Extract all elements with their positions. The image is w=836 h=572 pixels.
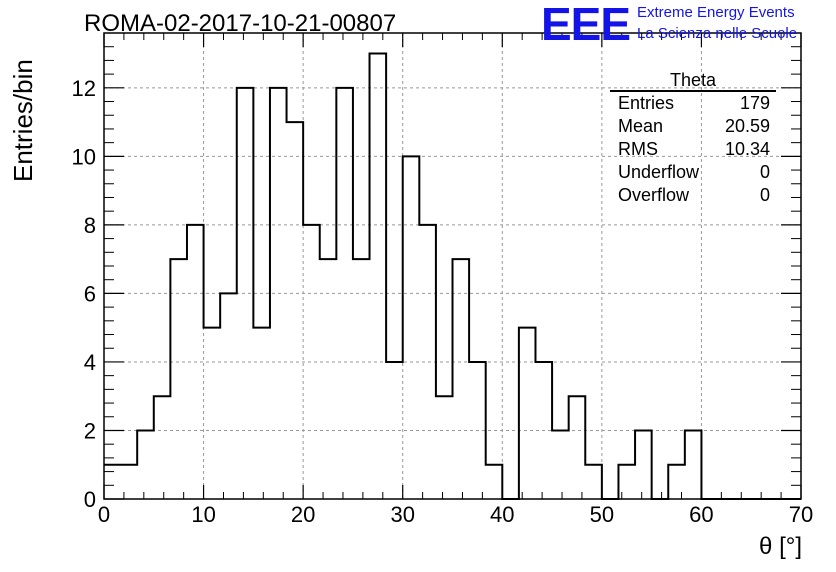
stats-label: Underflow <box>618 162 700 182</box>
stats-value: 0 <box>759 162 770 182</box>
stats-label: Overflow <box>618 185 690 205</box>
x-tick-label: 50 <box>590 502 614 527</box>
stats-row-overflow: Overflow 0 <box>610 184 776 207</box>
y-tick-label: 12 <box>72 76 96 101</box>
stats-label: Entries <box>618 93 675 113</box>
x-axis-label: θ [°] <box>759 533 802 560</box>
y-tick-label: 10 <box>72 144 96 169</box>
y-tick-label: 8 <box>84 213 96 238</box>
eee-logo: EEE <box>541 0 631 50</box>
brand-line-2: La Scienza nelle Scuole <box>637 25 798 42</box>
y-tick-label: 0 <box>84 487 96 512</box>
stats-value: 20.59 <box>724 116 770 136</box>
stats-row-underflow: Underflow 0 <box>610 161 776 184</box>
histogram-step-line <box>104 52 802 500</box>
y-axis-label: Entries/bin <box>8 59 38 182</box>
stats-label: RMS <box>618 139 658 159</box>
stats-row-mean: Mean 20.59 <box>610 115 776 138</box>
y-tick-labels: 0 2 4 6 8 10 12 <box>72 76 96 512</box>
axis-ticks <box>103 33 802 500</box>
stats-row-rms: RMS 10.34 <box>610 138 776 161</box>
x-tick-label: 60 <box>689 502 713 527</box>
stats-box: Theta Entries 179 Mean 20.59 RMS 10.34 U… <box>610 70 776 207</box>
stats-label: Mean <box>618 116 664 136</box>
x-tick-label: 30 <box>390 502 414 527</box>
stats-value: 179 <box>739 93 770 113</box>
x-tick-labels: 0 10 20 30 40 50 60 70 <box>98 502 813 527</box>
x-tick-label: 0 <box>98 502 110 527</box>
x-tick-label: 20 <box>291 502 315 527</box>
brand-line-1: Extreme Energy Events <box>637 4 795 21</box>
x-tick-label: 70 <box>789 502 813 527</box>
stats-title: Theta <box>610 70 776 92</box>
stats-row-entries: Entries 179 <box>610 92 776 115</box>
x-tick-label: 40 <box>490 502 514 527</box>
y-tick-label: 4 <box>84 350 96 375</box>
y-tick-label: 6 <box>84 281 96 306</box>
x-tick-label: 10 <box>191 502 215 527</box>
stats-value: 10.34 <box>724 139 770 159</box>
y-tick-label: 2 <box>84 418 96 443</box>
chart-title: ROMA-02-2017-10-21-00807 <box>84 10 397 37</box>
stats-value: 0 <box>759 185 770 205</box>
